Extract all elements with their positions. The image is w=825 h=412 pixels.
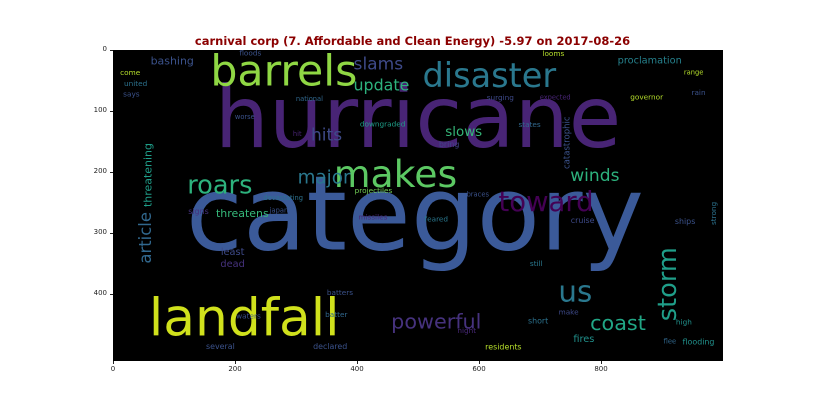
- word-hit: hit: [293, 130, 302, 138]
- y-tick-mark: [110, 171, 113, 173]
- y-tick-mark: [110, 50, 113, 51]
- word-cruise: cruise: [571, 216, 595, 225]
- word-hits: hits: [311, 125, 342, 145]
- word-category: category: [186, 155, 644, 275]
- word-slows: slows: [445, 125, 482, 140]
- word-flooding: flooding: [683, 338, 715, 347]
- word-powerful: powerful: [391, 309, 481, 333]
- x-tick-mark: [479, 361, 480, 364]
- word-worse: worse: [235, 113, 255, 121]
- word-declared: declared: [313, 342, 347, 351]
- x-tick-label: 800: [594, 365, 608, 373]
- x-tick-mark: [357, 361, 358, 364]
- word-toward: toward: [499, 187, 594, 218]
- word-waters: waters: [236, 311, 261, 320]
- word-united: united: [124, 79, 147, 88]
- word-states: states: [518, 120, 540, 129]
- word-high: high: [676, 317, 692, 326]
- word-threatening: threatening: [141, 143, 154, 207]
- word-flee: flee: [664, 337, 676, 345]
- word-batter: batter: [325, 310, 347, 319]
- y-tick-label: 400: [93, 288, 107, 297]
- x-tick-label: 0: [110, 365, 116, 373]
- word-still: still: [530, 259, 543, 268]
- word-range: range: [684, 69, 703, 77]
- word-threatens: threatens: [216, 207, 269, 220]
- word-roars: roars: [187, 170, 252, 200]
- word-national: national: [296, 95, 323, 103]
- word-braces: braces: [467, 191, 490, 199]
- word-makes: makes: [334, 152, 457, 196]
- word-dead: dead: [220, 259, 244, 270]
- word-come: come: [120, 68, 141, 77]
- word-residents: residents: [485, 342, 521, 351]
- word-least: least: [221, 247, 245, 258]
- word-landfall: landfall: [149, 288, 340, 348]
- word-floods: floods: [239, 50, 261, 58]
- x-tick-mark: [601, 361, 602, 364]
- word-disaster: disaster: [423, 56, 557, 95]
- y-tick-label: 0: [102, 45, 107, 53]
- word-short: short: [528, 316, 548, 325]
- x-tick-mark: [113, 361, 114, 364]
- word-catastrophic: catastrophic: [562, 116, 572, 169]
- x-tick-mark: [235, 361, 236, 364]
- word-projectiles: projectiles: [355, 186, 393, 195]
- word-proclamation: proclamation: [618, 55, 682, 66]
- word-barrels: barrels: [210, 50, 357, 96]
- x-tick-label: 200: [228, 365, 242, 373]
- word-coast: coast: [590, 311, 646, 335]
- word-japan: japan: [269, 206, 289, 214]
- word-surging: surging: [487, 93, 514, 102]
- y-tick-mark: [110, 232, 113, 234]
- word-rain: rain: [691, 88, 705, 97]
- y-tick-mark: [110, 293, 113, 295]
- y-tick-label: 300: [93, 227, 107, 236]
- word-hurricane: hurricane: [215, 69, 621, 168]
- word-downgraded: downgraded: [360, 119, 406, 128]
- word-bashing: bashing: [151, 54, 194, 67]
- word-devastating: devastating: [263, 194, 303, 202]
- word-looms: looms: [542, 50, 564, 58]
- y-tick-label: 200: [93, 166, 107, 175]
- chart-title: carnival corp (7. Affordable and Clean E…: [194, 34, 631, 48]
- word-signs: signs: [188, 207, 208, 216]
- word-governor: governor: [630, 92, 663, 101]
- y-tick-mark: [110, 110, 113, 112]
- x-tick-label: 400: [350, 365, 364, 373]
- y-tick-label: 100: [93, 105, 107, 114]
- word-night: night: [457, 326, 476, 335]
- word-expected: expected: [540, 94, 571, 102]
- word-update: update: [353, 75, 409, 94]
- word-winds: winds: [570, 166, 619, 186]
- wordcloud-plot-area: category hurricane landfall barrels disaster…: [113, 50, 723, 361]
- word-missiles: missiles: [358, 213, 387, 222]
- word-article: article: [136, 212, 155, 264]
- word-batters: batters: [327, 288, 353, 297]
- word-ships: ships: [675, 217, 695, 226]
- wordcloud-background: [113, 50, 723, 361]
- x-tick-label: 600: [472, 365, 486, 373]
- word-slams: slams: [354, 55, 404, 75]
- word-bring: bring: [439, 140, 460, 149]
- word-make: make: [559, 308, 580, 317]
- word-major: major: [298, 168, 351, 189]
- word-feared: feared: [425, 214, 449, 223]
- word-says: says: [123, 89, 140, 98]
- word-fires: fires: [573, 334, 594, 345]
- word-several: several: [206, 342, 235, 351]
- word-storm: storm: [653, 247, 683, 321]
- word-strong: strong: [709, 202, 718, 225]
- word-us: us: [558, 274, 592, 308]
